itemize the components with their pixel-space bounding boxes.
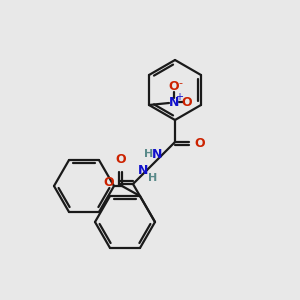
- Text: O: O: [194, 137, 205, 150]
- Text: N: N: [169, 95, 179, 109]
- Text: O: O: [169, 80, 179, 94]
- Text: H: H: [148, 173, 158, 183]
- Text: O: O: [103, 176, 114, 189]
- Text: +: +: [175, 92, 183, 102]
- Text: O: O: [115, 153, 126, 166]
- Text: -: -: [178, 78, 182, 88]
- Text: O: O: [182, 95, 192, 109]
- Text: H: H: [144, 149, 154, 159]
- Text: N: N: [138, 164, 148, 176]
- Text: N: N: [152, 148, 162, 160]
